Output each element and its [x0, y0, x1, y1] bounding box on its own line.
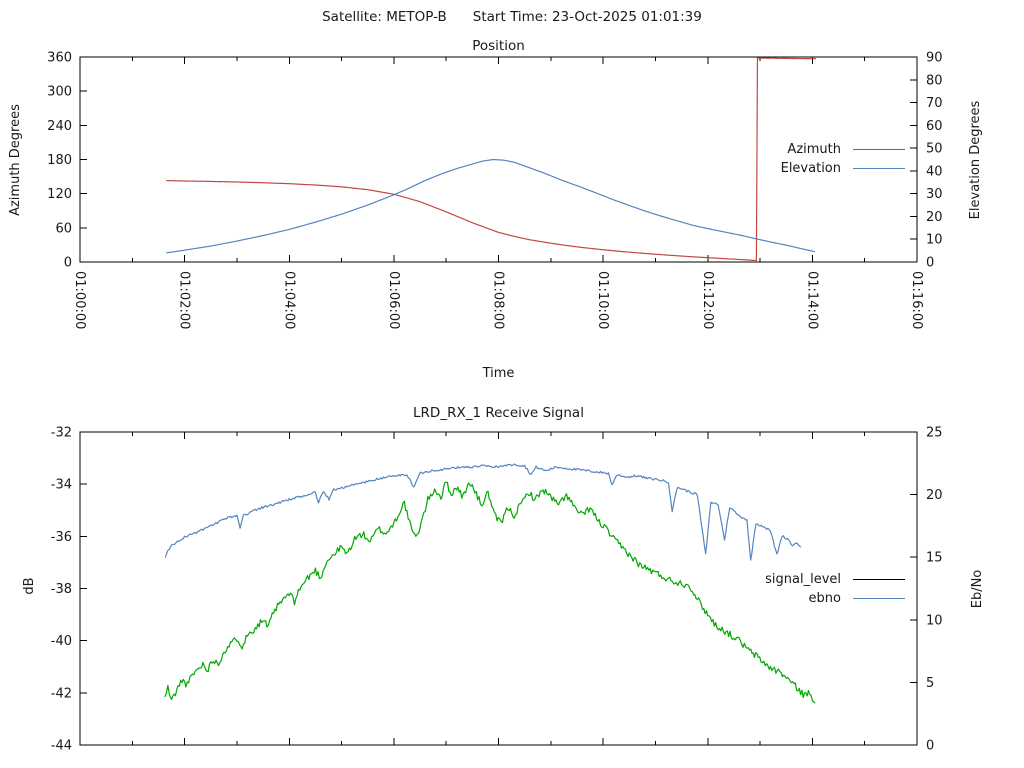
legend-label-signal-level: signal_level: [765, 572, 841, 587]
azimuth-axis-label: Azimuth Degrees: [8, 104, 23, 216]
y-left-tick-label: -38: [51, 582, 72, 597]
y-right-tick-label: 30: [926, 187, 943, 202]
y-right-tick-label: 90: [926, 51, 943, 66]
legend-label-elevation: Elevation: [780, 161, 841, 176]
start-time: Start Time: 23-Oct-2025 01:01:39: [472, 9, 702, 25]
legend-line-signal-level: [853, 579, 905, 580]
x-tick-label: 01:00:00: [72, 271, 87, 329]
legend-label-azimuth: Azimuth: [787, 142, 841, 157]
y-left-tick-label: -32: [51, 426, 72, 441]
y-right-tick-label: 15: [926, 551, 943, 566]
x-tick-label: 01:10:00: [595, 271, 610, 329]
legend-item-signal-level: signal_level: [765, 570, 905, 589]
y-right-tick-label: 40: [926, 164, 943, 179]
y-right-tick-label: 20: [926, 488, 943, 503]
series-ebno: [164, 463, 802, 561]
x-tick-label: 01:14:00: [804, 271, 819, 329]
y-right-tick-label: 10: [926, 613, 943, 628]
series-signal-level: [164, 481, 816, 704]
y-left-tick-label: -44: [51, 739, 72, 754]
position-legend: Azimuth Elevation: [781, 140, 905, 178]
signal-legend: signal_level ebno: [765, 570, 905, 608]
y-left-tick-label: 300: [47, 85, 72, 100]
y-left-tick-label: -42: [51, 686, 72, 701]
x-tick-label: 01:02:00: [177, 271, 192, 329]
series-elevation: [166, 158, 816, 254]
y-right-tick-label: 0: [926, 739, 934, 754]
y-right-tick-label: 70: [926, 96, 943, 111]
db-axis-label: dB: [22, 577, 37, 595]
ebno-axis-label: Eb/No: [970, 569, 985, 609]
y-left-tick-label: -36: [51, 530, 72, 545]
satellite-name: Satellite: METOP-B: [322, 9, 447, 25]
legend-label-ebno: ebno: [808, 591, 841, 606]
legend-item-azimuth: Azimuth: [787, 140, 905, 159]
legend-item-elevation: Elevation: [781, 159, 905, 178]
y-right-tick-label: 25: [926, 426, 943, 441]
y-left-tick-label: 120: [47, 187, 72, 202]
y-left-tick-label: 240: [47, 119, 72, 134]
x-tick-label: 01:06:00: [386, 271, 401, 329]
y-right-tick-label: 10: [926, 233, 943, 248]
main-title: Satellite: METOP-B Start Time: 23-Oct-20…: [0, 9, 1024, 25]
y-left-tick-label: -34: [51, 478, 72, 493]
legend-line-elevation: [853, 168, 905, 169]
legend-line-azimuth: [853, 149, 905, 150]
y-left-tick-label: 0: [64, 256, 72, 271]
y-left-tick-label: -40: [51, 634, 72, 649]
y-right-tick-label: 80: [926, 73, 943, 88]
x-tick-label: 01:12:00: [700, 271, 715, 329]
y-left-tick-label: 360: [47, 51, 72, 66]
x-tick-label: 01:04:00: [281, 271, 296, 329]
x-tick-label: 01:16:00: [909, 271, 924, 329]
legend-item-ebno: ebno: [809, 589, 905, 608]
y-right-tick-label: 20: [926, 210, 943, 225]
series-azimuth: [166, 57, 817, 262]
y-left-tick-label: 180: [47, 153, 72, 168]
elevation-axis-label: Elevation Degrees: [968, 100, 983, 220]
y-right-tick-label: 5: [926, 676, 934, 691]
y-right-tick-label: 60: [926, 119, 943, 134]
y-left-tick-label: 60: [55, 221, 72, 236]
receive-signal-chart-title: LRD_RX_1 Receive Signal: [413, 405, 584, 421]
y-right-tick-label: 0: [926, 256, 934, 271]
x-tick-label: 01:08:00: [491, 271, 506, 329]
legend-line-ebno: [853, 598, 905, 599]
position-chart-title: Position: [472, 38, 525, 54]
time-axis-label: Time: [482, 366, 515, 381]
y-right-tick-label: 50: [926, 142, 943, 157]
